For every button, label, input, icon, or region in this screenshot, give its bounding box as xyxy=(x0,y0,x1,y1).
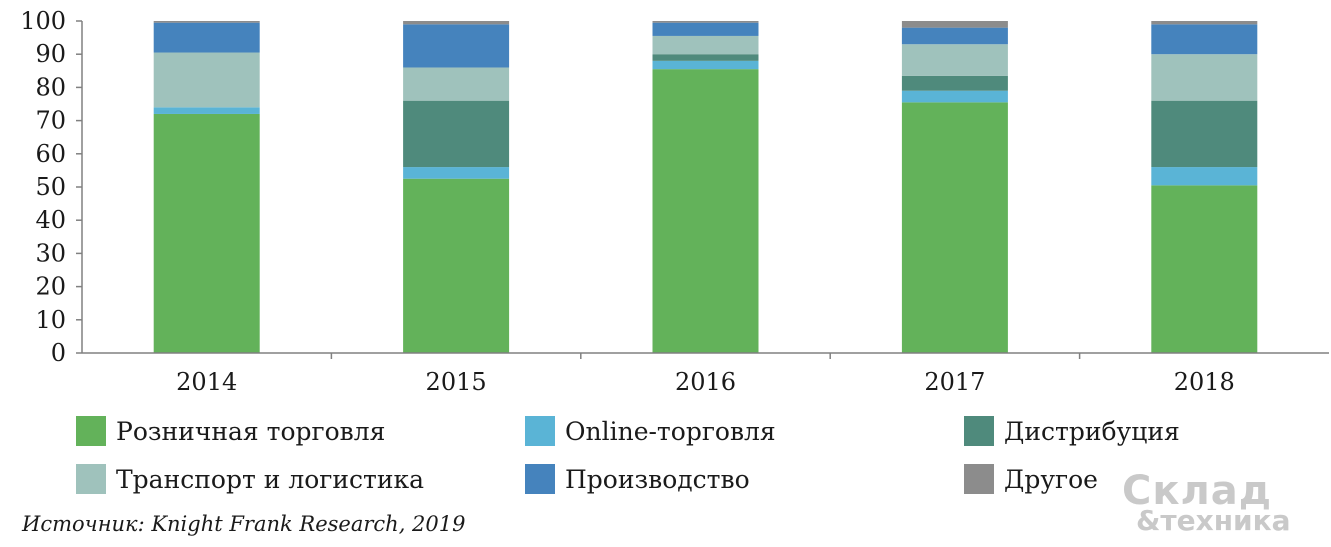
y-tick-label-40: 40 xyxy=(35,206,66,234)
legend-label-other: Другое xyxy=(1004,464,1098,494)
bar-segment-2017-s5 xyxy=(901,21,1008,28)
legend-swatch-production xyxy=(525,464,555,494)
bar-segment-2017-s4 xyxy=(901,27,1008,45)
y-tick-label-80: 80 xyxy=(35,73,66,101)
legend-label-production: Производство xyxy=(565,464,750,494)
legend: Розничная торговля Online-торговля Дистр… xyxy=(0,408,1331,508)
x-tick-label-2017: 2017 xyxy=(924,368,985,396)
y-tick-label-20: 20 xyxy=(35,273,66,301)
legend-swatch-other xyxy=(964,464,994,494)
legend-swatch-distribution xyxy=(964,416,994,446)
bar-segment-2015-s1 xyxy=(403,167,510,179)
bar-segment-2014-s5 xyxy=(153,21,260,23)
legend-item-transport: Транспорт и логистика xyxy=(76,464,424,494)
legend-label-online: Online-торговля xyxy=(565,416,776,446)
stacked-bar-chart: 2014 2015 2016 2017 2018 0 10 20 30 40 50 60 70 80 90 1… xyxy=(20,7,1329,396)
bar-segment-2015-s2 xyxy=(403,100,510,168)
bar-segment-2016-s1 xyxy=(652,60,759,70)
x-tick-label-2014: 2014 xyxy=(176,368,237,396)
x-tick-label-2015: 2015 xyxy=(426,368,487,396)
bar-segment-2018-s0 xyxy=(1151,185,1258,353)
legend-item-distribution: Дистрибуция xyxy=(964,416,1180,446)
y-tick-label-30: 30 xyxy=(35,239,66,267)
legend-item-production: Производство xyxy=(525,464,750,494)
x-tick-label-2016: 2016 xyxy=(675,368,736,396)
y-tick-label-10: 10 xyxy=(35,306,66,334)
y-tick-label-70: 70 xyxy=(35,107,66,135)
y-tick-label-60: 60 xyxy=(35,140,66,168)
legend-swatch-online xyxy=(525,416,555,446)
bar-segment-2017-s2 xyxy=(901,75,1008,91)
y-tick-label-50: 50 xyxy=(35,173,66,201)
bar-segment-2014-s3 xyxy=(153,52,260,108)
bar-segment-2016-s5 xyxy=(652,21,759,23)
bar-segment-2017-s0 xyxy=(901,102,1008,353)
bar-segment-2015-s4 xyxy=(403,24,510,68)
logo-line1: Склад xyxy=(1122,468,1273,514)
legend-label-distribution: Дистрибуция xyxy=(1004,416,1180,446)
legend-item-other: Другое xyxy=(964,464,1098,494)
legend-swatch-transport xyxy=(76,464,106,494)
axes-group: 2014 2015 2016 2017 2018 0 10 20 30 40 50 60 70 80 90 1… xyxy=(20,7,1329,396)
legend-swatch-retail xyxy=(76,416,106,446)
legend-item-online: Online-торговля xyxy=(525,416,776,446)
logo: Склад &техника xyxy=(1112,468,1322,538)
y-tick-label-90: 90 xyxy=(35,40,66,68)
bar-segment-2015-s5 xyxy=(403,21,510,25)
bar-segment-2016-s0 xyxy=(652,69,759,353)
bar-segment-2017-s1 xyxy=(901,90,1008,103)
y-tick-label-0: 0 xyxy=(51,339,66,367)
source-note: Источник: Knight Frank Research, 2019 xyxy=(22,512,466,536)
legend-label-transport: Транспорт и логистика xyxy=(116,464,425,494)
bar-segment-2018-s1 xyxy=(1151,167,1258,186)
bar-segment-2016-s2 xyxy=(652,54,759,61)
logo-line2: &техника xyxy=(1136,504,1291,537)
legend-label-retail: Розничная торговля xyxy=(116,416,386,446)
bar-segment-2014-s1 xyxy=(153,107,260,114)
bar-segment-2014-s0 xyxy=(153,113,260,354)
bar-segment-2016-s4 xyxy=(652,22,759,36)
bar-segment-2018-s3 xyxy=(1151,54,1258,101)
bar-segment-2018-s4 xyxy=(1151,24,1258,55)
bar-segment-2016-s3 xyxy=(652,35,759,55)
bar-segment-2014-s4 xyxy=(153,22,260,53)
bar-segment-2018-s2 xyxy=(1151,100,1258,168)
bar-segment-2015-s3 xyxy=(403,67,510,101)
x-tick-label-2018: 2018 xyxy=(1174,368,1235,396)
bar-segment-2017-s3 xyxy=(901,44,1008,76)
bar-segment-2018-s5 xyxy=(1151,21,1258,25)
bar-segment-2015-s0 xyxy=(403,178,510,353)
legend-item-retail: Розничная торговля xyxy=(76,416,385,446)
y-tick-label-100: 100 xyxy=(20,7,66,35)
bars-group xyxy=(153,21,1258,354)
